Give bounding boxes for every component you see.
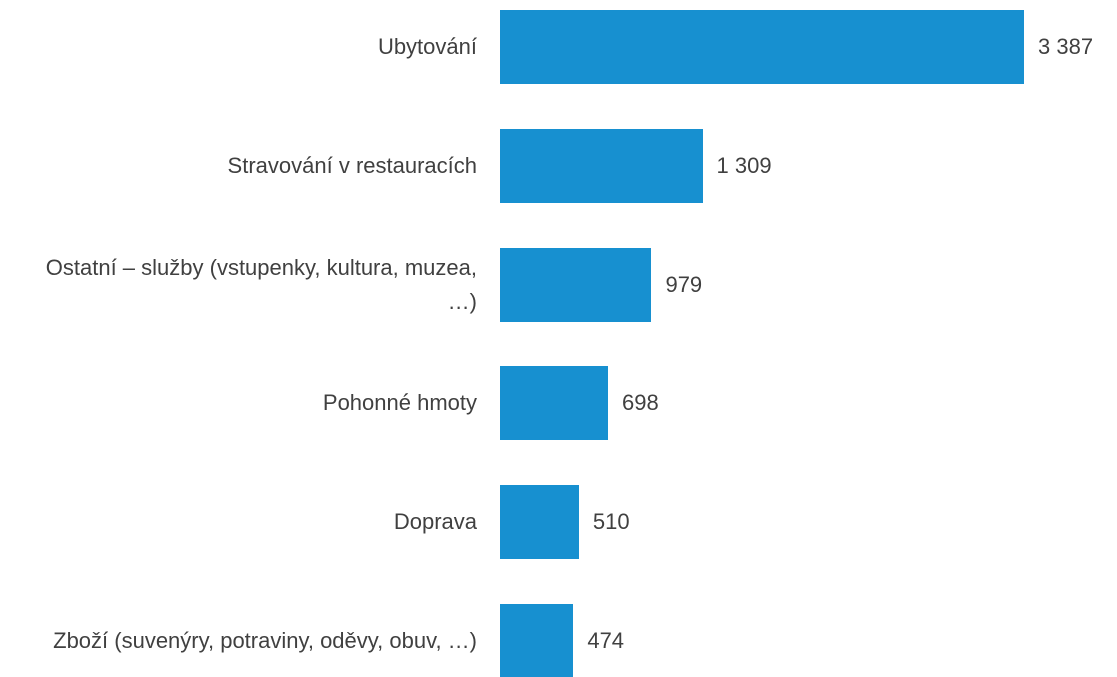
data-label: 1 309 [716, 152, 772, 178]
data-label: 474 [587, 628, 625, 653]
category-label: Doprava [393, 509, 477, 535]
category-label: Pohonné hmoty [322, 390, 477, 416]
category-label: Zboží (suvenýry, potraviny, oděvy, obuv,… [53, 628, 477, 653]
bar [500, 128, 703, 203]
category-label: Stravování v restauracích [227, 152, 477, 178]
data-label: 698 [621, 390, 659, 416]
bar [500, 247, 652, 322]
bar [500, 366, 608, 441]
bar [500, 485, 579, 560]
data-label: 3 387 [1038, 34, 1094, 59]
data-label: 979 [665, 271, 703, 297]
bar [500, 10, 1024, 84]
data-label: 510 [592, 509, 630, 535]
bar [500, 604, 574, 677]
category-label: Ubytování [377, 34, 477, 59]
category-label: Ostatní – služby (vstupenky, kultura, mu… [45, 254, 477, 314]
